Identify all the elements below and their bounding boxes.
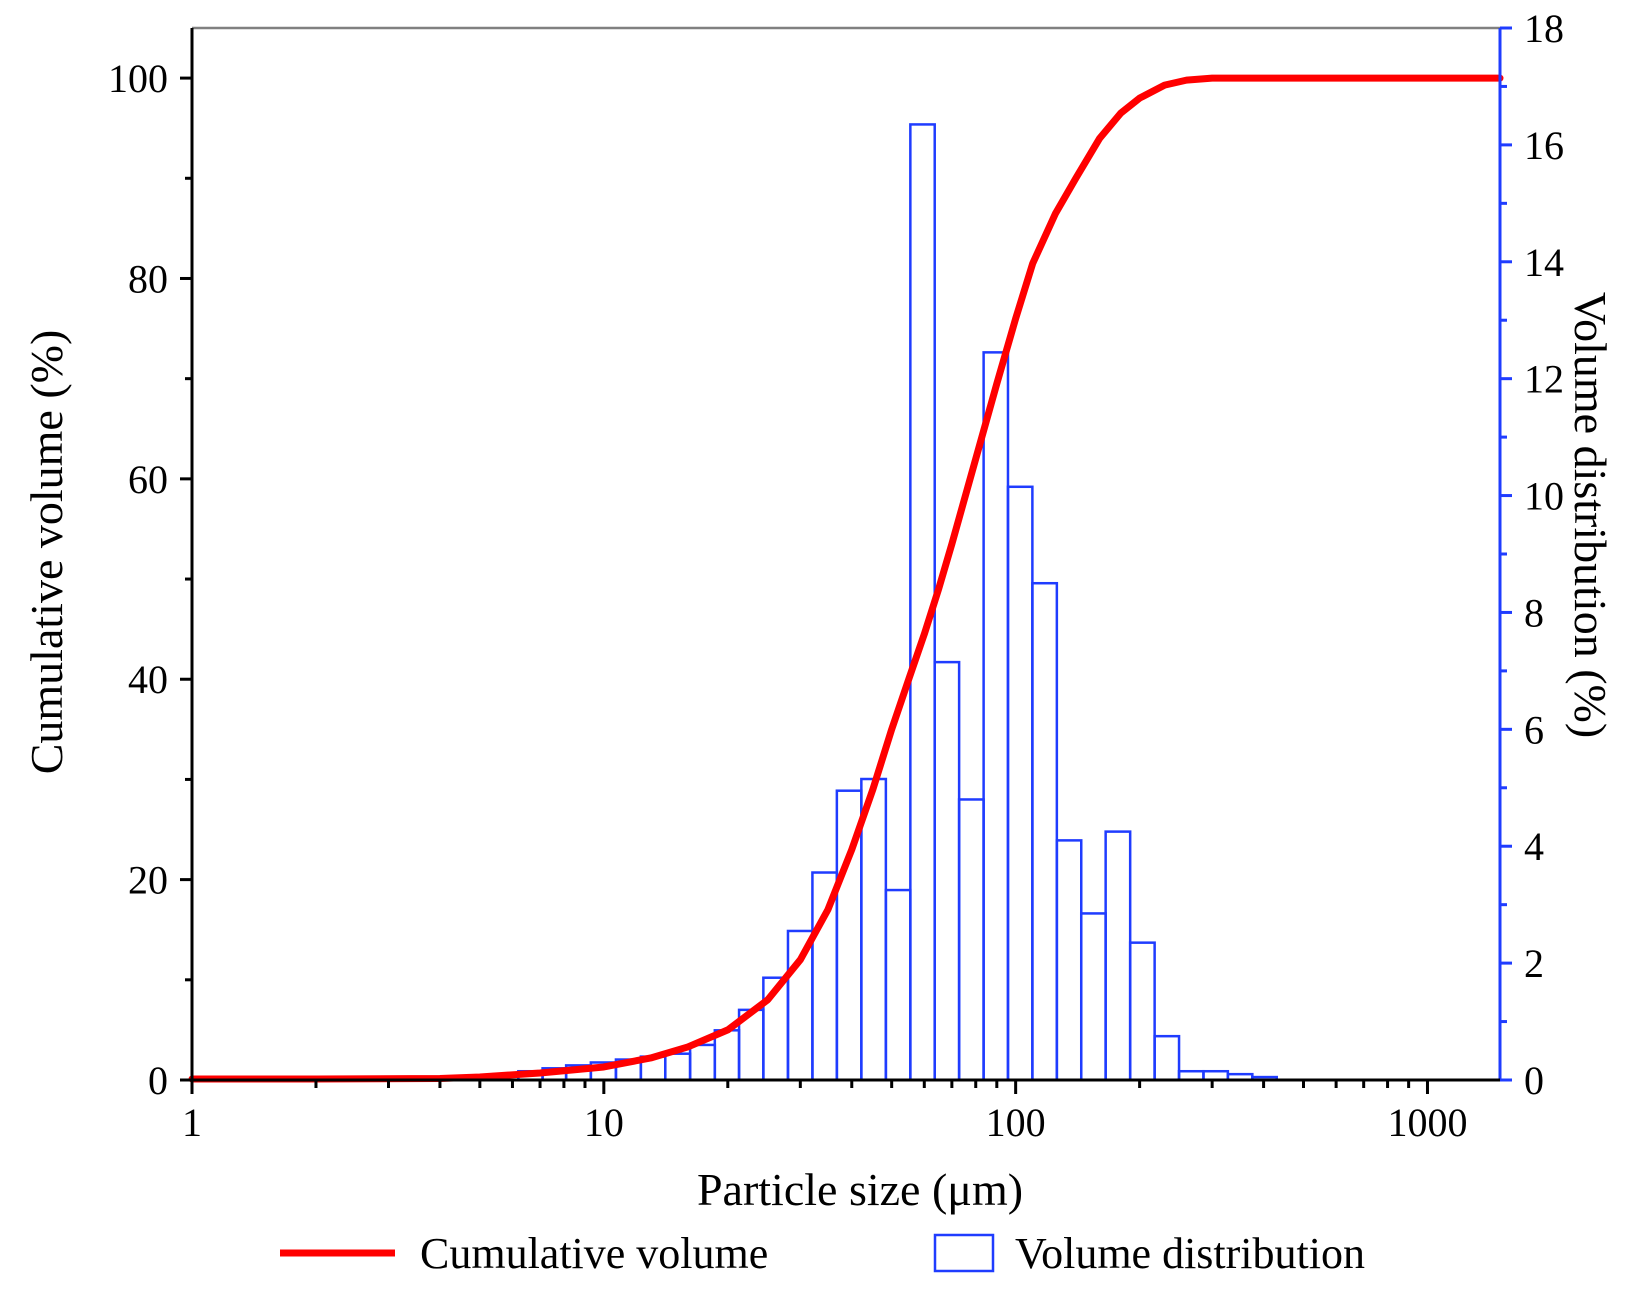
volume-distribution-bar [1079,912,1107,1082]
left-axis-tick-label: 60 [128,457,168,502]
volume-distribution-bar [1055,839,1083,1082]
volume-distribution-bar [957,798,985,1082]
left-axis-tick-label: 80 [128,256,168,301]
volume-distribution-bar [1031,581,1059,1082]
right-axis-tick-label: 0 [1524,1058,1544,1103]
cumulative-volume-line-layer [188,74,1504,1083]
volume-distribution-bar [688,1043,717,1082]
legend-box-swatch [933,1233,995,1273]
x-axis-title: Particle size (μm) [697,1164,1023,1215]
volume-distribution-bar [982,351,1010,1082]
x-axis-tick-label: 10 [584,1100,624,1145]
right-axis-tick-label: 2 [1524,941,1544,986]
cumulative-volume-line [188,74,1504,1083]
left-axis-tick-label: 0 [148,1058,168,1103]
right-axis-tick-label: 4 [1524,824,1544,869]
left-axis-tick-label: 40 [128,657,168,702]
right-axis-tick-label: 6 [1524,707,1544,752]
legend-label-distribution: Volume distribution [1015,1229,1365,1278]
right-axis-tick-label: 14 [1524,240,1564,285]
volume-distribution-bar [1104,830,1132,1082]
right-axis-tick-label: 12 [1524,357,1564,402]
right-axis-tick-label: 8 [1524,590,1544,635]
right-axis-tick-label: 10 [1524,474,1564,519]
volume-distribution-bar [1153,1034,1181,1082]
volume-distribution-bar [664,1052,692,1082]
left-axis-tick-label: 20 [128,858,168,903]
x-axis-tick-label: 1 [182,1100,202,1145]
volume-distribution-bar [713,1029,741,1082]
left-axis-tick-label: 100 [108,56,168,101]
x-axis-tick-label: 1000 [1387,1100,1467,1145]
volume-distribution-bar [1006,485,1034,1082]
volume-distribution-bars [467,123,1278,1082]
right-axis-title: Volume distribution (%) [1565,292,1616,738]
volume-distribution-bar [884,888,912,1082]
legend-label-cumulative: Cumulative volume [420,1229,768,1278]
right-axis-tick-label: 18 [1524,6,1564,51]
left-axis-title: Cumulative volume (%) [21,330,72,775]
x-axis-tick-label: 100 [986,1100,1046,1145]
legend: Cumulative volume Volume distribution [280,1229,1365,1278]
volume-distribution-bar [1128,941,1156,1082]
right-axis-tick-label: 16 [1524,123,1564,168]
volume-distribution-bar [933,660,961,1082]
volume-distribution-bar [860,777,888,1082]
